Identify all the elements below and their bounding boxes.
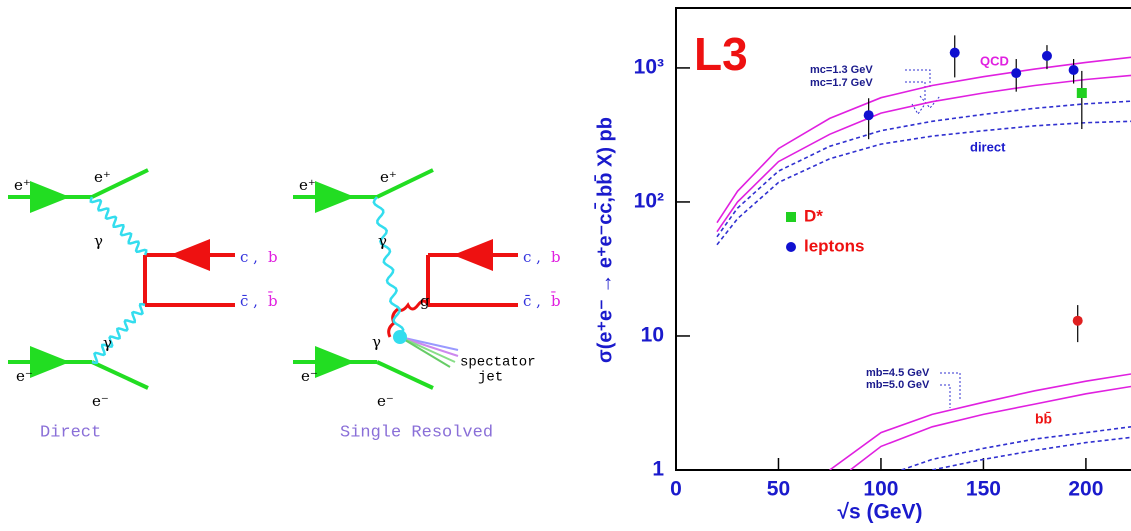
label: γ [378,232,387,250]
data-point [1042,51,1052,61]
label: e⁺ [94,168,111,186]
label: e⁻ [377,392,394,410]
chart: L3 σ(e⁺e⁻ → e⁺e⁻cc̄,bb̄ X) pb √s (GeV) 1… [594,8,1131,524]
y-axis-label: σ(e⁺e⁻ → e⁺e⁻cc̄,bb̄ X) pb [594,117,616,363]
y-tick-label: 10³ [634,55,664,78]
caption: Direct [40,423,101,442]
x-tick-label: 0 [670,478,682,501]
feynman-diagrams: e⁺ e⁺ γ γ e⁻ e⁻ c , b c̄ , b̄ Direct [8,168,561,442]
curve [717,121,1131,244]
data-point [1077,88,1087,98]
label: γ [372,333,381,351]
x-tick-label: 200 [1068,478,1103,501]
label: e⁻ [16,367,33,385]
x-tick-label: 50 [767,478,790,501]
data-point [1011,68,1021,78]
label: e⁻ [301,367,318,385]
label: c , [240,248,258,266]
label: e⁺ [380,168,397,186]
annotation: mc=1.3 GeV [810,64,873,76]
label: γ [94,232,103,250]
curve [902,427,1131,470]
label: e⁺ [299,176,316,194]
annotation: bb̄ [1035,410,1052,427]
data-point [864,110,874,120]
electron-line [377,362,433,388]
label: e⁺ [14,176,31,194]
x-tick-label: 150 [966,478,1001,501]
annotation-arrow [905,70,930,100]
caption: Single Resolved [340,423,493,442]
photon [374,197,403,335]
annotation: mc=1.7 GeV [810,77,873,89]
jet-line [400,337,455,362]
annotation: direct [970,139,1006,154]
curve [717,101,1131,237]
legend-label: leptons [804,236,864,255]
data-point [950,48,960,58]
annotation: QCD [980,53,1009,68]
label: γ [103,334,112,352]
x-axis-label: √s (GeV) [837,501,922,524]
jet-line [400,337,450,367]
y-tick-label: 10² [634,189,664,212]
annotation-arrow [940,373,960,408]
label: b [268,248,278,266]
legend-marker [786,242,796,252]
blob [393,330,407,344]
label: jet [478,370,503,386]
data-point [1073,316,1083,326]
label: e⁻ [92,392,109,410]
electron-line [92,362,148,388]
label: c̄ , [523,292,541,310]
y-tick-label: 1 [652,458,664,481]
legend-label: D* [804,206,823,225]
x-tick-label: 100 [863,478,898,501]
curve [717,75,1131,231]
label: b [551,248,561,266]
label: g [420,292,430,310]
annotation: mb=5.0 GeV [866,379,930,391]
label: b̄ [551,292,561,310]
annotation: mb=4.5 GeV [866,367,930,379]
jet-line [400,337,458,356]
chart-title: L3 [694,28,748,80]
diagram-direct [8,170,235,388]
curve [932,437,1131,470]
photon [92,304,145,363]
plot-area [717,35,1131,470]
label: b̄ [268,292,278,310]
legend-marker [786,212,796,222]
figure: e⁺ e⁺ γ γ e⁻ e⁻ c , b c̄ , b̄ Direct [0,0,1131,526]
data-point [1069,65,1079,75]
label: c̄ , [240,292,258,310]
y-tick-label: 10 [641,324,664,347]
label: spectator [460,355,536,371]
label: c , [523,248,541,266]
